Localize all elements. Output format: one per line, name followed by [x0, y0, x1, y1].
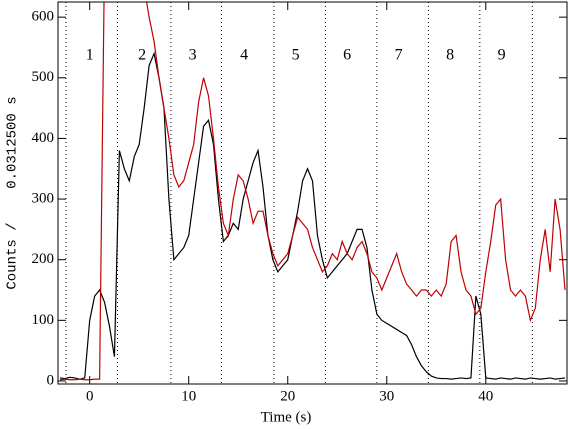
- y-tick-label: 500: [32, 69, 55, 85]
- y-tick-label: 300: [32, 191, 55, 207]
- x-tick-label: 10: [181, 388, 196, 404]
- segment-label: 5: [292, 47, 300, 64]
- y-tick-label: 200: [32, 251, 55, 267]
- plot-area: [59, 2, 566, 384]
- y-tick-label: 100: [32, 312, 55, 328]
- segment-label: 9: [498, 47, 506, 64]
- light-curve: [59, 2, 566, 381]
- segment-label: 4: [240, 47, 248, 64]
- segment-label: 1: [86, 47, 94, 64]
- y-tick-label: 400: [32, 130, 55, 146]
- segment-label: 2: [138, 47, 146, 64]
- segment-label: 6: [343, 47, 351, 64]
- segment-label: 7: [395, 47, 403, 64]
- y-tick-label: 0: [47, 372, 55, 388]
- light-curve: [59, 51, 566, 380]
- x-axis-label: Time (s): [261, 409, 312, 425]
- y-axis-label: Counts / 0.0312500 s: [5, 96, 21, 289]
- x-tick-label: 40: [478, 388, 493, 404]
- plot-frame: [57, 1, 568, 385]
- x-tick-label: 0: [86, 388, 94, 404]
- segment-label: 8: [446, 47, 454, 64]
- x-tick-label: 30: [379, 388, 394, 404]
- x-tick-label: 20: [280, 388, 295, 404]
- segment-label: 3: [189, 47, 197, 64]
- y-tick-label: 600: [32, 9, 55, 25]
